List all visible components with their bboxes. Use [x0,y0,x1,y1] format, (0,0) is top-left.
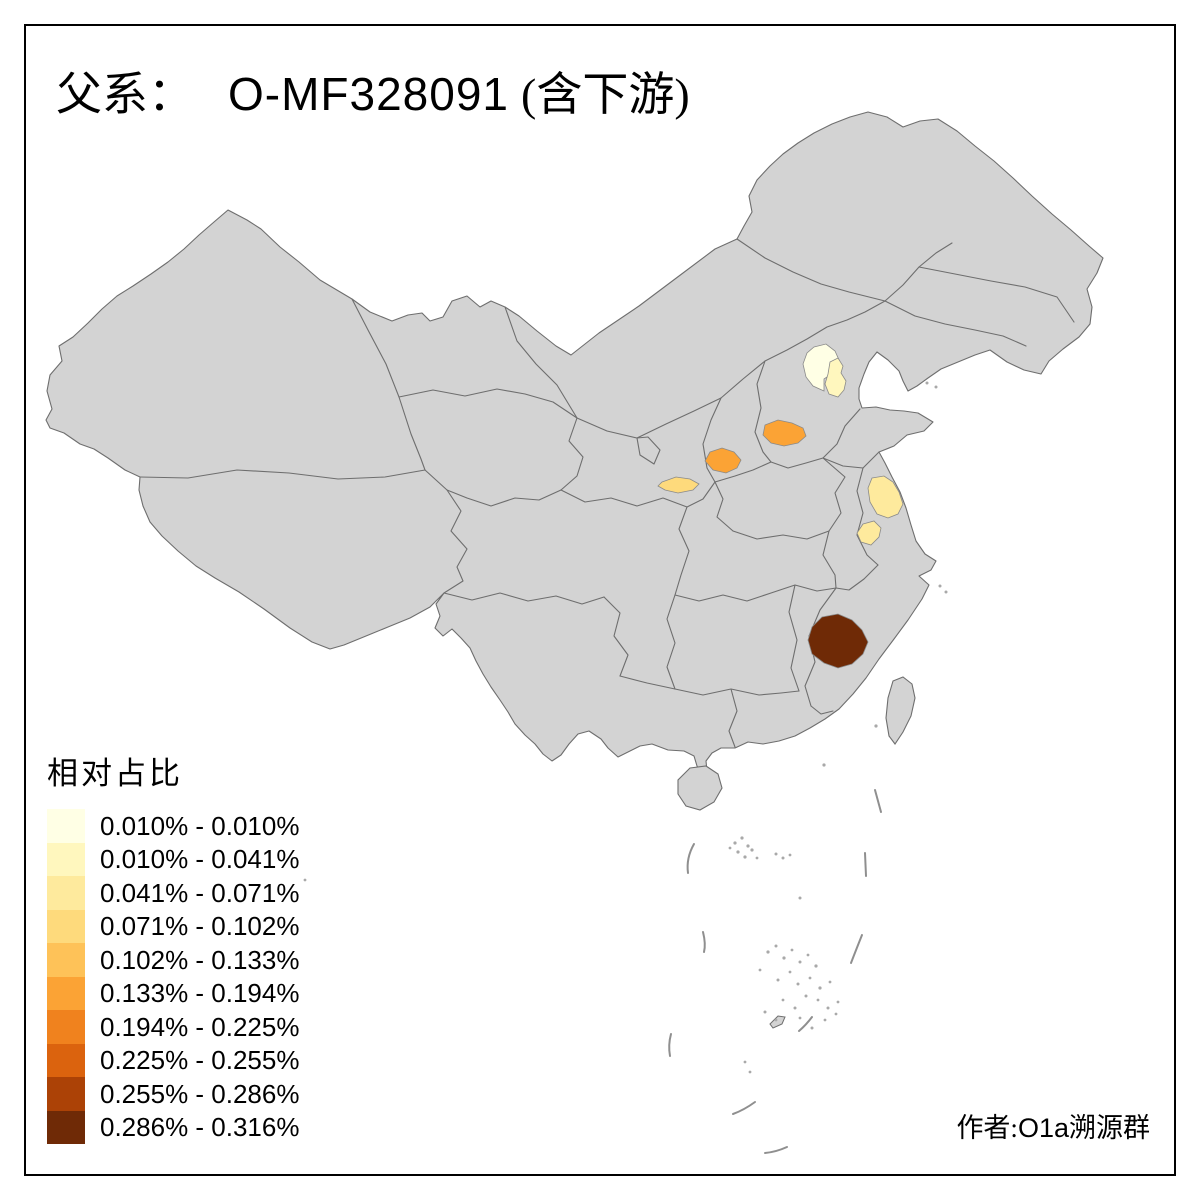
title-prefix: 父系： [56,69,194,120]
legend-swatch [47,1043,85,1077]
legend-class-label: 0.102% - 0.133% [100,944,300,975]
legend-swatch [47,1110,85,1144]
spratly-islet [769,1015,786,1029]
legend-row: 0.010% - 0.041% [47,842,300,876]
author-credit: 作者:O1a溯源群 [956,1106,1150,1145]
map-region-beijing [802,343,840,392]
legend-swatch [47,842,85,876]
legend-swatch [47,943,85,977]
legend-rows: 0.010% - 0.010% 0.010% - 0.041% 0.041% -… [47,809,299,1144]
province-borders [139,238,1075,748]
legend-title: 相对占比 [47,756,183,791]
legend-row: 0.194% - 0.225% [47,1010,299,1044]
map-region-southeast-shanxi [704,447,742,474]
legend-class-label: 0.286% - 0.316% [100,1112,300,1143]
legend-row: 0.133% - 0.194% [47,976,300,1010]
legend-row: 0.041% - 0.071% [47,876,299,910]
page-title: 父系： O-MF328091 (含下游) [56,58,690,124]
map-region-north-shaanxi [657,476,700,494]
author-label: 作者: [956,1113,1018,1143]
legend-class-label: 0.225% - 0.255% [100,1045,300,1076]
legend-class-label: 0.010% - 0.010% [100,810,300,841]
legend-class-label: 0.071% - 0.102% [100,911,300,942]
map-region-central-jiangsu [856,520,882,546]
legend-class-label: 0.010% - 0.041% [100,844,300,875]
legend-swatch [47,876,85,910]
nine-dash-line [668,789,882,1154]
author-group-cjk: 溯源群 [1069,1113,1150,1143]
map-region-south-hebei [762,419,807,447]
china-mainland [45,111,1104,777]
legend-row: 0.286% - 0.316% [47,1110,300,1144]
legend-swatch [47,976,85,1010]
map-region-west-fujian [807,613,869,669]
legend-swatch [47,809,85,843]
taiwan-island [885,676,916,745]
highlighted-regions [657,343,904,669]
legend-swatch [47,909,85,943]
author-group-latin: O1a [1017,1113,1069,1143]
legend-class-label: 0.255% - 0.286% [100,1078,300,1109]
legend-row: 0.225% - 0.255% [47,1043,300,1077]
legend-swatch [47,1077,85,1111]
legend-class-label: 0.041% - 0.071% [100,877,300,908]
legend-class-label: 0.133% - 0.194% [100,978,300,1009]
legend-row: 0.010% - 0.010% [47,809,299,843]
legend-row: 0.255% - 0.286% [47,1077,299,1111]
title-haplogroup: O-MF328091 [228,68,510,120]
hainan-island [677,765,723,811]
map-region-tianjin [824,357,847,398]
plot-frame [24,24,1176,1176]
legend-row: 0.071% - 0.102% [47,909,300,943]
legend-class-label: 0.194% - 0.225% [100,1011,300,1042]
legend-row: 0.102% - 0.133% [47,943,299,977]
legend: 相对占比 0.010% - 0.010% 0.010% - 0.041% 0.0… [47,748,299,1144]
map-region-north-jiangsu [867,475,904,519]
south-china-sea-islets [303,381,948,1074]
title-suffix: (含下游) [521,69,690,120]
legend-swatch [47,1010,85,1044]
